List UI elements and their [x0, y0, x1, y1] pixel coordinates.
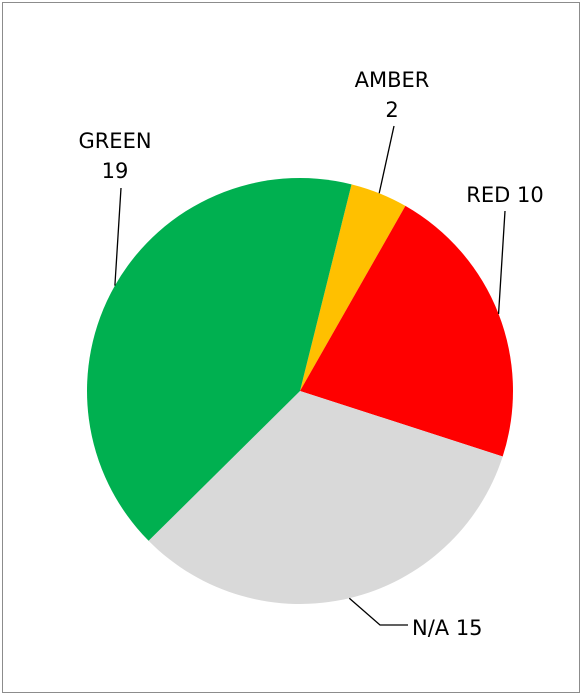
leader-line-green: [114, 187, 122, 286]
pie-slice-red: [300, 205, 513, 457]
data-label-amber-value: 2: [385, 98, 398, 122]
leader-line-red: [497, 210, 506, 314]
leader-lines: [114, 125, 506, 626]
data-label-green-value: 19: [102, 159, 129, 183]
data-label-red: RED 10: [466, 183, 543, 207]
data-label-amber-name: AMBER: [355, 68, 430, 92]
pie-slice-n-a: [148, 391, 503, 604]
leader-line-amber: [378, 125, 395, 194]
data-label-na: N/A 15: [412, 616, 483, 640]
leader-line-na: [348, 597, 408, 626]
pie-slice-amber: [300, 184, 406, 391]
pie-slice-green: [87, 178, 352, 541]
pie-slices: [87, 178, 513, 604]
data-label-green-name: GREEN: [78, 129, 151, 153]
